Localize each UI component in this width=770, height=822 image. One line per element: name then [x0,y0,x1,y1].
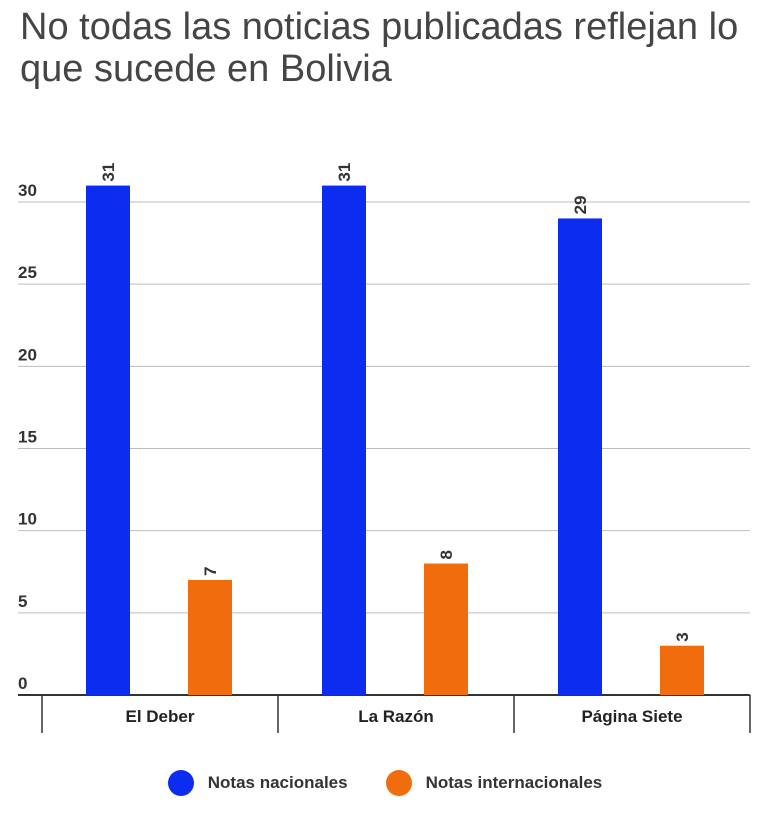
category-label: Página Siete [581,707,682,726]
legend-item-nacionales[interactable]: Notas nacionales [167,770,348,796]
legend-swatch-nacionales [167,770,194,796]
legend-label-internacionales: Notas internacionales [425,773,603,792]
y-tick-label: 25 [18,263,37,282]
bar-chart: 0 5 10 15 20 25 30 31 7 El Deber 31 8 La Razón 29 3 Pág… [18,163,751,733]
data-label: 31 [335,163,354,182]
bar [660,645,704,695]
legend-swatch-internacionales [385,770,412,796]
y-tick-label: 20 [18,345,37,364]
data-label: 29 [571,196,590,215]
bar [322,185,366,696]
category-label: La Razón [358,707,434,726]
y-tick-label: 0 [18,674,27,693]
data-label: 7 [201,566,220,575]
category-label: El Deber [126,707,195,726]
data-label: 8 [437,550,456,559]
bar [424,563,468,695]
data-label: 31 [99,163,118,182]
legend-item-internacionales[interactable]: Notas internacionales [385,770,603,796]
chart-title: No todas las noticias publicadas refleja… [20,6,739,90]
data-label: 3 [673,632,692,641]
legend-label-nacionales: Notas nacionales [207,773,348,792]
y-tick-label: 10 [18,510,37,529]
y-tick-label: 15 [18,428,37,447]
bar [86,185,130,696]
bar [558,218,602,695]
legend: Notas nacionales Notas internacionales [0,770,770,796]
bar [188,579,232,695]
y-tick-label: 5 [18,592,27,611]
y-tick-label: 30 [18,181,37,200]
